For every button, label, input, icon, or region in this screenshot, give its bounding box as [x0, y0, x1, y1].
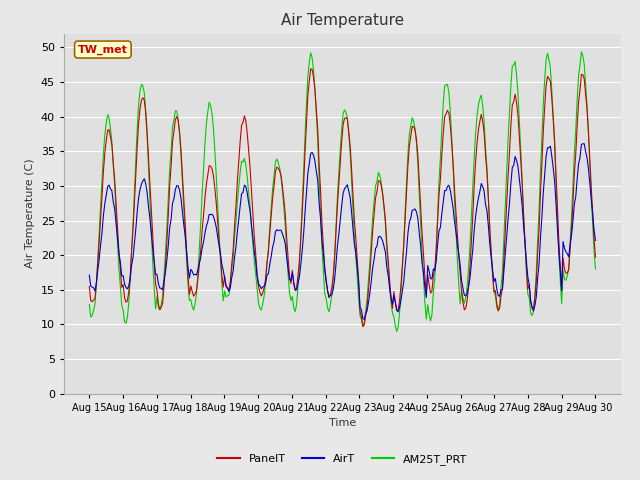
Text: TW_met: TW_met [78, 44, 128, 55]
X-axis label: Time: Time [329, 418, 356, 428]
Legend: PanelT, AirT, AM25T_PRT: PanelT, AirT, AM25T_PRT [213, 450, 472, 469]
Title: Air Temperature: Air Temperature [281, 13, 404, 28]
Y-axis label: Air Temperature (C): Air Temperature (C) [26, 159, 35, 268]
